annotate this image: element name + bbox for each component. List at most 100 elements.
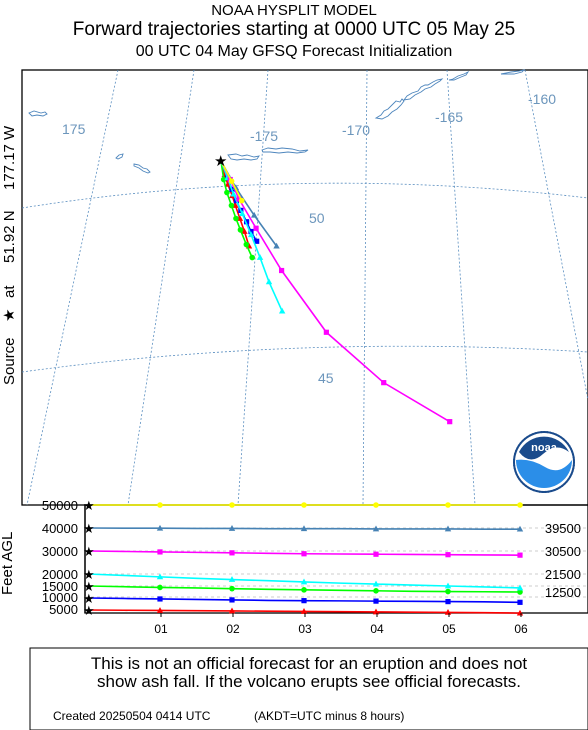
height-point — [444, 609, 452, 615]
trajectory-tracks — [220, 160, 453, 425]
map-graticule — [21, 69, 588, 506]
disclaimer-line-2: show ash fall. If the volcano erupts see… — [97, 672, 521, 691]
height-start-star-icon: ★ — [83, 521, 95, 536]
height-start-stars: ★★★★★★★ — [83, 498, 95, 618]
island-outline — [402, 78, 444, 101]
time-tick-marks — [160, 613, 522, 617]
island-outline — [227, 153, 260, 161]
height-point — [301, 587, 307, 593]
trajectory-point — [247, 231, 255, 238]
meridian-minus160 — [524, 69, 588, 401]
height-point — [517, 589, 523, 595]
height-tick-label: 50000 — [42, 498, 78, 513]
source-star-glyph: ★ — [1, 309, 18, 322]
height-point — [301, 551, 307, 557]
height-point — [516, 525, 524, 532]
height-point — [300, 578, 308, 585]
meridian-minus170 — [362, 69, 368, 506]
height-point — [300, 525, 308, 532]
height-point — [156, 573, 164, 580]
time-tick-label: 01 — [154, 622, 168, 636]
trajectory-point — [278, 307, 286, 314]
trajectory-point — [230, 190, 237, 197]
end-height-label: 12500 — [545, 585, 581, 600]
height-point — [373, 502, 379, 508]
height-point — [373, 598, 379, 604]
height-point — [516, 609, 524, 616]
island-outline — [448, 70, 470, 81]
island-outline — [115, 153, 124, 160]
source-star-icon: ★ — [214, 153, 227, 170]
trajectory-point — [220, 176, 227, 183]
height-point — [445, 588, 451, 595]
trajectory-point — [236, 196, 242, 202]
disclaimer-box — [29, 647, 588, 730]
trajectory-point — [228, 202, 235, 209]
height-point — [301, 598, 307, 604]
height-point — [373, 588, 379, 594]
time-tick-label: 04 — [370, 622, 384, 636]
trajectory-point — [254, 238, 260, 244]
meridian-minus175 — [237, 69, 269, 506]
trajectory-point — [256, 254, 264, 260]
height-point — [372, 580, 380, 587]
end-height-label: 21500 — [545, 567, 581, 582]
time-tick-label: 02 — [226, 622, 240, 636]
trajectory-point — [239, 210, 246, 217]
height-point — [300, 608, 308, 614]
chart-title: Forward trajectories starting at 0000 UT… — [72, 19, 516, 40]
akdt-note: (AKDT=UTC minus 8 hours) — [254, 709, 405, 723]
lon-label-minus170: -170 — [342, 122, 370, 138]
map-panel: 175 -175 -170 -165 -160 50 45 ★ n — [21, 69, 588, 506]
height-point — [156, 524, 164, 531]
trajectory-point — [249, 254, 255, 261]
model-title: NOAA HYSPLIT MODEL — [211, 2, 377, 19]
height-start-star-icon: ★ — [83, 498, 95, 513]
height-tick-label: 10000 — [42, 590, 78, 605]
source-label-text: Source — [1, 337, 18, 385]
height-point — [517, 552, 523, 558]
height-tick-label: 15000 — [42, 579, 78, 594]
meridian-minus165 — [446, 69, 476, 506]
source-lat-text: 51.92 N — [1, 210, 18, 263]
height-point — [372, 525, 380, 532]
latitude-line-45 — [21, 345, 588, 373]
trajectory-point — [238, 197, 245, 204]
height-point — [157, 596, 163, 602]
height-point — [228, 576, 236, 582]
height-point — [517, 599, 523, 605]
height-x-ticks: 01 02 03 04 05 06 — [154, 622, 528, 636]
meridian-180 — [127, 69, 195, 506]
height-point — [157, 584, 163, 591]
height-point — [228, 607, 236, 614]
height-point — [445, 502, 451, 508]
height-series — [87, 502, 524, 616]
map-frame — [21, 69, 588, 506]
height-start-star-icon: ★ — [83, 544, 95, 559]
height-tick-label: 40000 — [42, 521, 78, 536]
height-right-labels: 39500 30500 21500 12500 — [545, 521, 581, 600]
island-outline — [28, 110, 48, 117]
trajectory-line — [220, 160, 451, 423]
height-point — [444, 525, 452, 532]
height-point — [229, 550, 235, 556]
trajectory-point — [233, 215, 239, 222]
trajectory-point — [232, 184, 240, 191]
height-point — [229, 597, 235, 603]
lon-label-minus160: -160 — [528, 91, 556, 107]
height-tick-label: 30000 — [42, 544, 78, 559]
height-point — [517, 502, 523, 508]
source-lon-text: 177.17 W — [1, 125, 18, 190]
end-height-label: 30500 — [545, 544, 581, 559]
source-label: Source ★ at 51.92 N 177.17 W — [1, 125, 18, 385]
end-height-label: 39500 — [545, 521, 581, 536]
lon-label-175: 175 — [62, 121, 86, 137]
trajectory-point — [224, 189, 230, 196]
height-point — [157, 549, 163, 555]
source-at-text: at — [1, 285, 18, 298]
height-point — [229, 585, 235, 592]
trajectory-point — [243, 241, 250, 248]
height-ylabel: Feet AGL — [0, 532, 16, 595]
height-tick-label: 5000 — [49, 602, 78, 617]
